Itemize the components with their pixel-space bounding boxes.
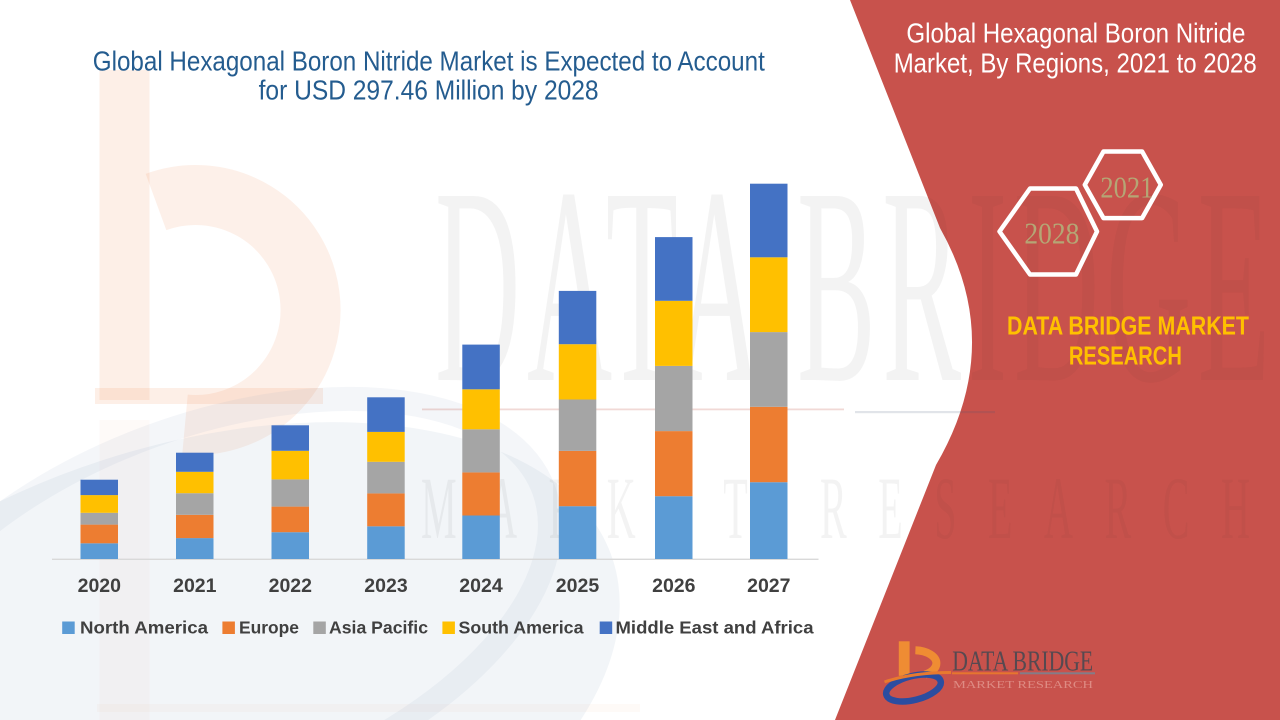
svg-text:2021: 2021 — [173, 575, 217, 597]
svg-text:South America: South America — [459, 618, 584, 638]
svg-text:2021: 2021 — [1100, 170, 1153, 205]
svg-text:2022: 2022 — [269, 575, 313, 597]
svg-text:2028: 2028 — [1024, 216, 1079, 251]
svg-text:2020: 2020 — [78, 575, 122, 597]
svg-text:Market, By Regions, 2021 to 20: Market, By Regions, 2021 to 2028 — [894, 47, 1257, 78]
svg-text:Europe: Europe — [239, 618, 299, 638]
svg-text:2024: 2024 — [459, 575, 503, 597]
svg-text:Asia Pacific: Asia Pacific — [329, 618, 428, 638]
svg-text:DATA BRIDGE MARKET: DATA BRIDGE MARKET — [1007, 311, 1249, 341]
svg-text:2026: 2026 — [652, 575, 696, 597]
svg-text:MARKET RESEARCH: MARKET RESEARCH — [953, 680, 1093, 691]
svg-text:2025: 2025 — [556, 575, 600, 597]
svg-text:2023: 2023 — [364, 575, 408, 597]
svg-text:2027: 2027 — [747, 575, 790, 597]
svg-text:Middle East and Africa: Middle East and Africa — [616, 618, 814, 638]
svg-text:Global Hexagonal Boron Nitride: Global Hexagonal Boron Nitride — [906, 18, 1245, 49]
svg-text:North America: North America — [80, 618, 208, 638]
svg-text:for USD 297.46 Million by 2028: for USD 297.46 Million by 2028 — [259, 75, 599, 106]
svg-text:Global Hexagonal Boron Nitride: Global Hexagonal Boron Nitride Market is… — [93, 46, 765, 77]
svg-text:RESEARCH: RESEARCH — [1069, 341, 1182, 371]
